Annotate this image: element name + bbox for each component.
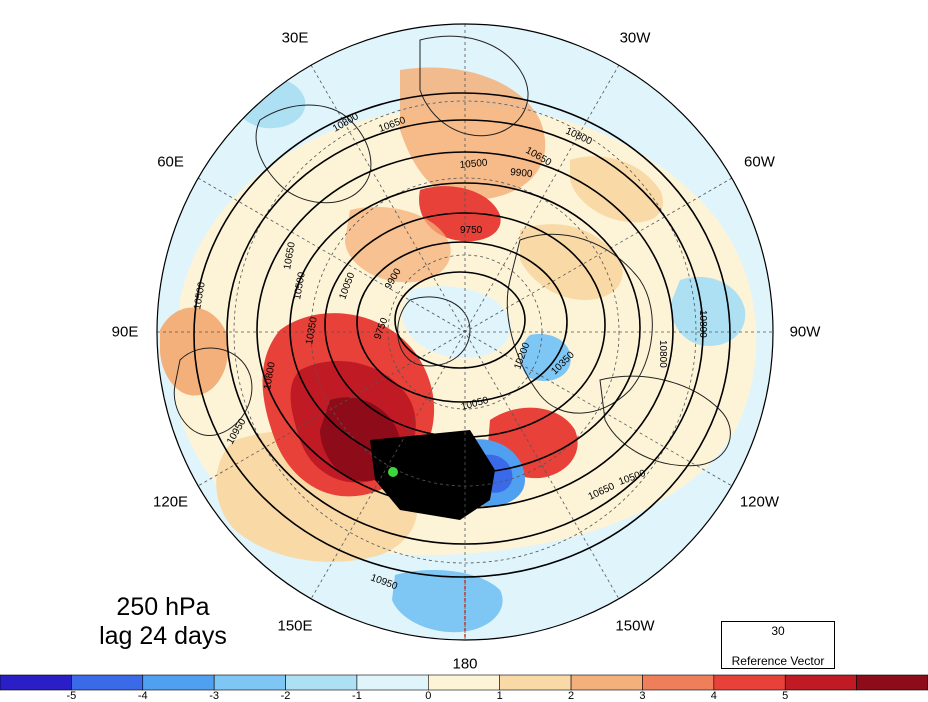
graticule [157, 24, 773, 640]
colorbar-swatch [142, 674, 215, 691]
longitude-label: 90W [789, 323, 821, 341]
map-disc [157, 24, 773, 640]
contour-label: 9750 [460, 225, 483, 236]
longitude-label: 60W [744, 153, 775, 171]
colorbar-swatch [856, 674, 928, 691]
colorbar-swatch [213, 674, 286, 691]
colorbar-tick-label: -4 [137, 690, 148, 702]
colorbar-tick-label: -2 [280, 690, 291, 702]
colorbar-swatch [499, 674, 572, 691]
contour-label: 10800 [697, 310, 708, 338]
reference-vector-legend: 30 Reference Vector [721, 621, 835, 669]
colorbar-tick-label: 2 [568, 690, 575, 702]
colorbar-swatch [356, 674, 429, 691]
longitude-label: 150E [277, 617, 313, 635]
contour-label: 10500 [292, 271, 308, 301]
colorbar-swatch [71, 674, 144, 691]
colorbar-tick-label: 0 [425, 690, 432, 702]
longitude-label: 90E [111, 323, 139, 341]
colorbar-tick-label: -1 [352, 690, 362, 702]
height-contours [193, 92, 731, 578]
longitude-label: 120E [153, 493, 189, 511]
colorbar-swatch [428, 674, 500, 691]
longitude-label: 30E [281, 29, 309, 47]
colorbar-tick-label: 3 [639, 690, 646, 702]
contour-label: 10350 [304, 316, 320, 346]
longitude-label: 30W [619, 29, 651, 47]
contour-label: 10650 [282, 241, 298, 271]
contour-label: 9900 [510, 167, 534, 180]
colorbar-tick-label: -5 [66, 690, 77, 702]
longitude-label: 60E [157, 153, 184, 171]
longitude-label: 150W [615, 617, 655, 635]
contour-label: 10500 [459, 158, 488, 171]
colorbar-swatch [285, 674, 358, 691]
colorbar-swatch [0, 674, 72, 691]
reference-vector-label: Reference Vector [731, 654, 825, 668]
map-boundary [156, 23, 774, 641]
longitude-label: 180 [452, 655, 478, 673]
colorbar-tick-label: 4 [710, 690, 717, 702]
reference-vector-value: 30 [771, 624, 785, 638]
colorbar-swatch [784, 674, 857, 691]
coastlines [173, 35, 731, 467]
colorbar-tick-label: 5 [782, 690, 789, 702]
colorbar-tick-label: 1 [496, 690, 503, 702]
longitude-label: 120W [739, 493, 780, 511]
colorbar-swatch [642, 674, 715, 691]
colorbar-swatch [570, 674, 643, 691]
contour-label: 10800 [657, 340, 668, 368]
contour-label: 10800 [262, 361, 278, 391]
reference-point-marker [388, 467, 398, 477]
lag-title: lag 24 days [99, 622, 227, 650]
colorbar-swatch [713, 674, 786, 691]
colorbar-tick-label: -3 [209, 690, 220, 702]
level-title: 250 hPa [116, 593, 210, 621]
colorbar [0, 674, 928, 691]
longitude-label: 0 [461, 0, 469, 1]
contour-label: 10500 [192, 281, 208, 311]
